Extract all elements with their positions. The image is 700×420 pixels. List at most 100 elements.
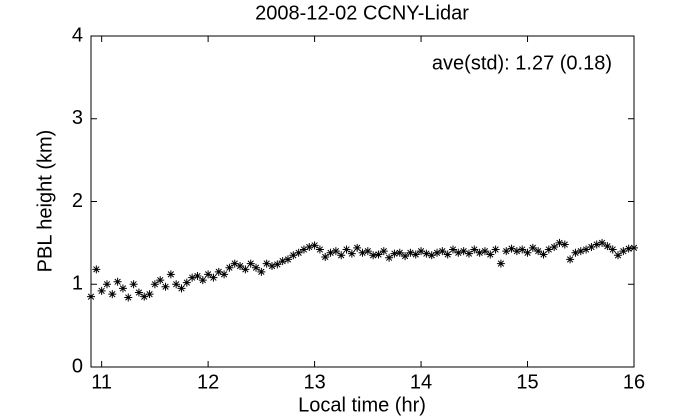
point xyxy=(470,245,479,254)
point xyxy=(406,248,415,257)
point xyxy=(92,265,101,274)
point xyxy=(161,282,170,291)
point xyxy=(129,280,138,289)
point xyxy=(326,248,335,257)
point xyxy=(198,276,207,285)
point xyxy=(528,243,537,252)
point xyxy=(491,245,500,254)
y-tick-label: 1 xyxy=(72,273,83,295)
point xyxy=(214,267,223,276)
point xyxy=(614,251,623,260)
point xyxy=(220,270,229,279)
point xyxy=(401,252,410,261)
point xyxy=(246,259,255,268)
point xyxy=(486,250,495,259)
point xyxy=(363,247,372,256)
point xyxy=(315,245,324,254)
point xyxy=(305,243,314,252)
point xyxy=(443,250,452,259)
point xyxy=(608,245,617,254)
point xyxy=(438,247,447,256)
y-tick-label: 4 xyxy=(72,24,83,46)
y-tick-label: 3 xyxy=(72,107,83,129)
plot-frame xyxy=(90,35,635,368)
point xyxy=(87,292,95,301)
point xyxy=(204,270,213,279)
y-tick-label: 2 xyxy=(72,190,83,212)
point xyxy=(411,250,420,259)
y-tick-label: 0 xyxy=(72,355,83,377)
point xyxy=(236,262,245,271)
point xyxy=(603,242,612,251)
point xyxy=(369,251,378,260)
point xyxy=(193,271,202,280)
point xyxy=(108,290,117,299)
point xyxy=(150,280,159,289)
point xyxy=(182,278,191,287)
point xyxy=(576,247,585,256)
point xyxy=(427,251,436,260)
point xyxy=(550,243,559,252)
point xyxy=(459,247,468,256)
point xyxy=(619,247,628,256)
point xyxy=(374,250,383,259)
point xyxy=(262,259,271,268)
x-tick-label: 15 xyxy=(516,371,538,393)
point xyxy=(289,251,298,260)
x-tick-label: 11 xyxy=(91,371,112,393)
point xyxy=(496,259,505,268)
point xyxy=(480,247,489,256)
point xyxy=(252,263,261,272)
point xyxy=(145,290,154,299)
x-tick-label: 12 xyxy=(197,371,219,393)
point xyxy=(268,262,276,271)
point xyxy=(464,249,473,258)
point xyxy=(310,241,319,250)
point xyxy=(241,265,250,274)
point xyxy=(385,253,394,262)
point xyxy=(347,249,356,258)
point xyxy=(118,284,127,293)
point xyxy=(395,248,404,257)
point xyxy=(449,245,457,254)
point xyxy=(539,250,548,259)
point xyxy=(624,244,633,253)
point xyxy=(209,273,218,282)
x-axis-label: Local time (hr) xyxy=(298,394,426,416)
point xyxy=(379,247,388,256)
point xyxy=(358,248,367,257)
point xyxy=(113,277,122,286)
point xyxy=(582,245,591,254)
point xyxy=(172,280,181,289)
point xyxy=(299,245,308,254)
point xyxy=(571,248,580,257)
point xyxy=(342,245,351,254)
point xyxy=(523,248,532,257)
point xyxy=(518,245,527,254)
point xyxy=(140,292,149,301)
chart-title: 2008-12-02 CCNY-Lidar xyxy=(255,2,469,24)
point xyxy=(331,247,340,256)
point xyxy=(278,257,287,266)
point xyxy=(321,252,330,261)
point xyxy=(225,263,234,272)
point xyxy=(534,247,543,256)
point xyxy=(566,255,575,264)
point xyxy=(166,270,175,279)
point xyxy=(156,276,165,285)
point xyxy=(475,248,484,257)
point xyxy=(294,248,303,257)
point xyxy=(560,240,569,249)
point xyxy=(512,247,521,256)
point xyxy=(188,273,197,282)
point xyxy=(273,260,282,269)
point xyxy=(544,245,553,254)
x-tick-label: 13 xyxy=(303,371,325,393)
y-axis-label: PBL height (km) xyxy=(34,130,56,273)
point xyxy=(507,244,516,253)
point xyxy=(592,240,601,249)
point xyxy=(390,249,399,258)
x-tick-label: 16 xyxy=(623,371,645,393)
